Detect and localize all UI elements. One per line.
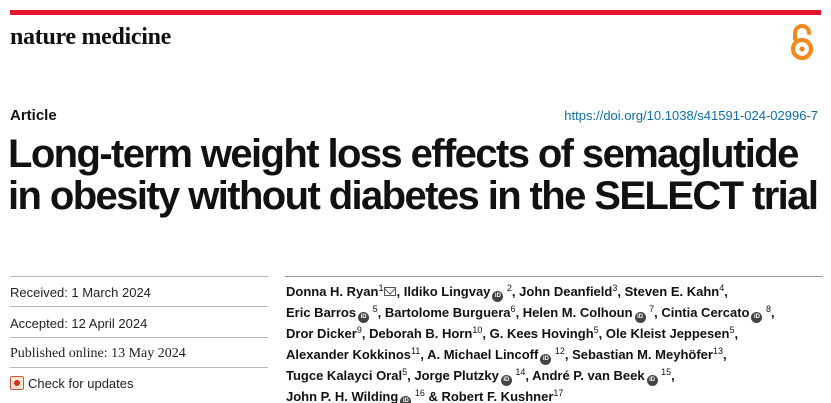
author-name[interactable]: Bartolome Burguera [384, 305, 511, 320]
affiliation-number[interactable]: 9 [356, 325, 362, 335]
meta-divider [10, 306, 268, 307]
author-name[interactable]: Cintia Cercato [661, 305, 750, 320]
affiliation-number[interactable]: 8 [763, 304, 771, 314]
affiliation-number[interactable]: 4 [719, 283, 725, 293]
author-name[interactable]: Donna H. Ryan [286, 284, 379, 299]
journal-accent-bar [10, 10, 821, 15]
author-name[interactable]: Ildiko Lingvay [403, 284, 491, 299]
author-name[interactable]: Helen M. Colhoun [522, 305, 633, 320]
orcid-icon[interactable]: iD [500, 375, 512, 386]
orcid-icon[interactable]: iD [492, 291, 504, 302]
title-line-1: Long-term weight loss effects of semaglu… [8, 132, 799, 176]
affiliation-number[interactable]: 14 [512, 367, 526, 377]
author-name[interactable]: G. Kees Hovingh [489, 326, 594, 341]
affiliation-number[interactable]: 5 [593, 325, 599, 335]
open-access-icon[interactable] [789, 22, 815, 62]
author-name[interactable]: John Deanfield [519, 284, 613, 299]
affiliation-number[interactable]: 16 [412, 388, 425, 398]
orcid-icon[interactable]: iD [358, 312, 370, 323]
published-date: Published online: 13 May 2024 [10, 346, 186, 361]
author-name[interactable]: Robert F. Kushner [441, 389, 554, 403]
affiliation-number[interactable]: 5 [370, 304, 378, 314]
meta-divider [10, 276, 268, 277]
author-name[interactable]: Deborah B. Horn [369, 326, 473, 341]
affiliation-number[interactable]: 10 [472, 325, 483, 335]
doi-link[interactable]: https://doi.org/10.1038/s41591-024-02996… [564, 108, 818, 123]
affiliation-number[interactable]: 12 [552, 346, 565, 356]
author-name[interactable]: Jorge Plutzky [414, 368, 499, 383]
affiliation-number[interactable]: 15 [658, 367, 672, 377]
meta-divider [10, 337, 268, 338]
author-name[interactable]: Dror Dicker [286, 326, 357, 341]
accepted-date: Accepted: 12 April 2024 [10, 316, 148, 331]
affiliation-number[interactable]: 5 [729, 325, 735, 335]
author-line: Eric Barros iD 5, Bartolome Burguera6, He… [286, 302, 826, 323]
orcid-icon[interactable]: iD [646, 375, 658, 386]
affiliation-number[interactable]: 2 [504, 283, 512, 293]
orcid-icon[interactable]: iD [634, 312, 646, 323]
author-name[interactable]: Alexander Kokkinos [286, 347, 411, 362]
author-name[interactable]: André P. van Beek [532, 368, 645, 383]
journal-name: nature medicine [10, 24, 172, 50]
orcid-icon[interactable]: iD [751, 312, 763, 323]
authors-divider [285, 276, 823, 277]
affiliation-number[interactable]: 5 [402, 367, 408, 377]
title-line-2: in obesity without diabetes in the SELEC… [8, 174, 819, 218]
author-line: Donna H. Ryan1, Ildiko Lingvay iD 2, John… [286, 281, 826, 302]
email-icon[interactable] [384, 287, 397, 296]
orcid-icon[interactable]: iD [400, 396, 412, 403]
affiliation-number[interactable]: 13 [712, 346, 723, 356]
author-name[interactable]: Tugce Kalayci Oral [286, 368, 403, 383]
affiliation-number[interactable]: 6 [510, 304, 516, 314]
article-title: Long-term weight loss effects of semaglu… [8, 133, 823, 217]
affiliation-number[interactable]: 17 [553, 388, 564, 398]
affiliation-number[interactable]: 11 [411, 346, 421, 356]
author-name[interactable]: Sebastian M. Meyhöfer [572, 347, 713, 362]
author-line: Alexander Kokkinos11, A. Michael Lincoff… [286, 344, 826, 365]
author-name[interactable]: Steven E. Kahn [624, 284, 720, 299]
author-line: Dror Dicker9, Deborah B. Horn10, G. Kees… [286, 325, 739, 342]
check-for-updates-label: Check for updates [28, 376, 134, 391]
author-list: Donna H. Ryan1, Ildiko Lingvay iD 2, John… [286, 281, 826, 403]
affiliation-number[interactable]: 3 [612, 283, 618, 293]
author-line: Tugce Kalayci Oral5, Jorge Plutzky iD 14,… [286, 365, 826, 386]
author-name[interactable]: A. Michael Lincoff [427, 347, 539, 362]
orcid-icon[interactable]: iD [540, 354, 552, 365]
author-name[interactable]: Ole Kleist Jeppesen [605, 326, 730, 341]
author-name[interactable]: John P. H. Wilding [286, 389, 399, 403]
author-line: John P. H. Wilding iD 16 & Robert F. Kush… [286, 386, 826, 403]
received-date: Received: 1 March 2024 [10, 285, 151, 300]
author-name[interactable]: Eric Barros [286, 305, 357, 320]
article-type-label: Article [10, 107, 57, 124]
affiliation-number[interactable]: 7 [646, 304, 655, 314]
meta-divider [10, 367, 268, 368]
affiliation-number[interactable]: 1 [378, 283, 384, 293]
check-for-updates-icon [10, 376, 24, 390]
check-for-updates-link[interactable]: Check for updates [10, 376, 268, 391]
